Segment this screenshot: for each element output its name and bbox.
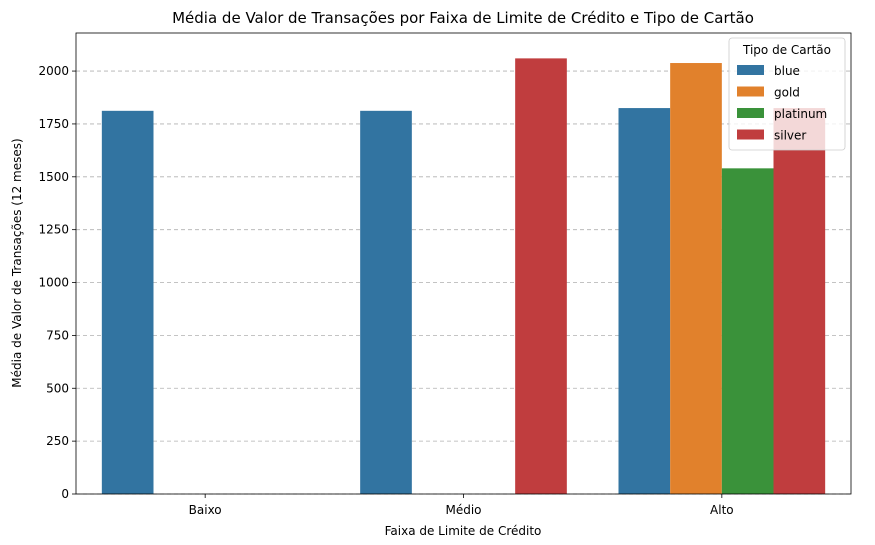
y-tick-label: 250 <box>46 434 69 448</box>
legend-items: blue gold platinum silver <box>737 64 827 143</box>
legend: Tipo de Cartão blue gold platinum silver <box>728 37 846 151</box>
bar-blue-baixo <box>101 110 154 494</box>
bar-platinum-alto <box>721 168 774 494</box>
legend-label-gold: gold <box>774 86 800 100</box>
legend-swatch-silver <box>737 129 764 140</box>
y-tick-label: 1000 <box>38 276 69 290</box>
bars <box>101 58 826 494</box>
y-tick-label: 2000 <box>38 64 69 78</box>
grid-lines <box>76 70 851 495</box>
legend-title: Tipo de Cartão <box>742 43 831 57</box>
bar-silver-médio <box>515 58 567 494</box>
chart-title: Média de Valor de Transações por Faixa d… <box>172 9 754 27</box>
x-tick-label: Baixo <box>189 503 222 517</box>
bar-silver-alto <box>773 108 826 494</box>
legend-label-platinum: platinum <box>774 107 827 121</box>
y-tick-label: 0 <box>61 487 69 501</box>
y-tick-label: 1250 <box>38 223 69 237</box>
bar-blue-médio <box>360 110 412 494</box>
x-tick-label: Alto <box>710 503 734 517</box>
x-axis-ticks: Baixo Médio Alto <box>189 494 734 517</box>
x-axis-label: Faixa de Limite de Crédito <box>385 524 542 538</box>
legend-label-blue: blue <box>774 64 800 78</box>
bar-gold-alto <box>670 63 722 494</box>
y-tick-label: 1750 <box>38 117 69 131</box>
y-axis-label: Média de Valor de Transações (12 meses) <box>10 138 24 387</box>
legend-label-silver: silver <box>774 129 806 143</box>
x-tick-label: Médio <box>445 503 481 517</box>
y-tick-label: 500 <box>46 381 69 395</box>
y-axis-ticks: 0 250 500 750 1000 1250 1500 1750 2000 <box>38 64 76 501</box>
legend-swatch-platinum <box>737 108 764 118</box>
bar-blue-alto <box>618 108 671 494</box>
y-tick-label: 1500 <box>38 170 69 184</box>
legend-swatch-blue <box>737 65 764 75</box>
y-tick-label: 750 <box>46 328 69 342</box>
legend-swatch-gold <box>737 86 764 97</box>
